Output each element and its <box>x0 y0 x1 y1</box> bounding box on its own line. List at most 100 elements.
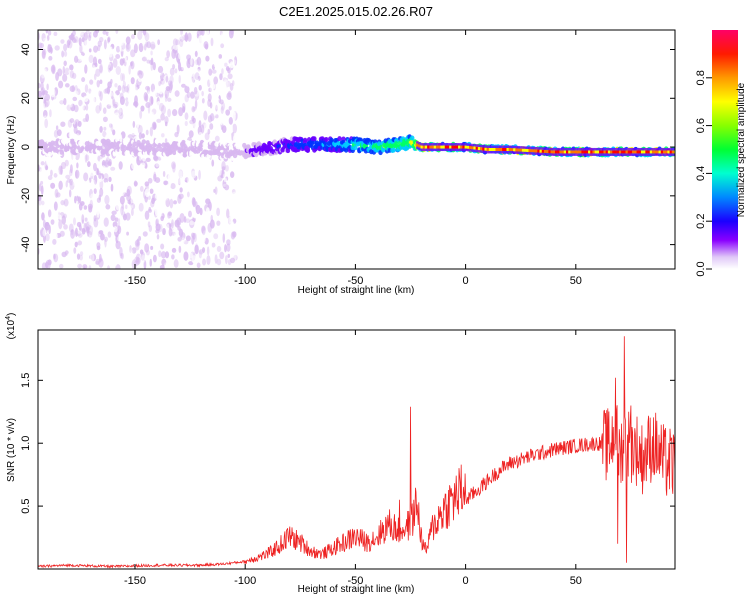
heatmap-noise-cell <box>300 99 304 105</box>
heatmap-noise-cell <box>389 101 394 106</box>
heatmap-noise-cell <box>152 89 157 99</box>
heatmap-noise-cell <box>44 99 50 107</box>
heatmap-ridge-halo-cell <box>546 153 549 156</box>
heatmap-noise-cell <box>326 162 330 169</box>
heatmap-ridge-cell <box>424 145 428 149</box>
heatmap-noise-cell <box>130 77 135 85</box>
heatmap-ridge-halo-cell <box>570 153 573 156</box>
heatmap-noise-cell <box>139 185 144 192</box>
heatmap-noise-cell <box>323 202 327 208</box>
heatmap-noise-cell <box>57 206 61 216</box>
colorbar: 0.0 0.2 0.4 0.6 0.8 Normalized spectral ampl… <box>695 30 747 277</box>
heatmap-noise-cell <box>96 205 102 212</box>
heatmap-cell <box>272 139 277 145</box>
heatmap-ridge-cell <box>621 150 624 154</box>
heatmap-noise-cell <box>69 207 74 214</box>
heatmap-noise-cell <box>384 156 388 163</box>
heatmap-noise-cell <box>261 117 264 125</box>
heatmap-ridge-cell <box>524 148 527 152</box>
heatmap-noise-cell <box>72 217 76 226</box>
heatmap-noise-cell <box>137 124 143 135</box>
heatmap-noise-cell <box>84 153 88 163</box>
heatmap-noise-cell <box>114 217 119 222</box>
heatmap-noise-cell <box>208 68 213 76</box>
heatmap-noise-cell <box>181 83 186 88</box>
heatmap-noise-cell <box>286 111 291 118</box>
heatmap-noise-cell <box>232 193 237 200</box>
heatmap-noise-cell <box>229 248 235 258</box>
y-multiplier: (x104) <box>5 313 17 340</box>
heatmap-noise-cell <box>40 185 44 196</box>
heatmap-ridge-halo-cell <box>526 146 529 149</box>
heatmap-noise-cell <box>60 39 65 44</box>
heatmap-noise-cell <box>118 40 124 46</box>
heatmap-noise-cell <box>267 115 270 123</box>
heatmap-noise-cell <box>198 249 204 255</box>
heatmap-ridge-halo-cell <box>482 150 485 154</box>
heatmap-cell <box>341 136 346 142</box>
heatmap-ridge-halo-cell <box>654 153 657 156</box>
heatmap-ridge-cell <box>671 150 675 154</box>
heatmap-noise-cell <box>114 101 119 108</box>
heatmap-noise-cell <box>291 128 294 134</box>
heatmap-ridge-halo-cell <box>532 152 536 155</box>
heatmap-noise-cell <box>166 57 169 63</box>
colorbar-tick-label: 0.8 <box>695 70 707 85</box>
heatmap-noise-cell <box>106 104 112 109</box>
heatmap-noise-cell <box>314 103 319 109</box>
heatmap-noise-cell <box>120 206 124 215</box>
heatmap-ridge-halo-cell <box>499 151 503 154</box>
top-x-tick-label: 50 <box>570 275 582 287</box>
heatmap-ridge-halo-cell <box>574 147 578 151</box>
heatmap-noise-cell <box>194 50 198 58</box>
heatmap-noise-cell <box>134 103 138 108</box>
heatmap-noise-cell <box>372 175 377 180</box>
heatmap-ridge-cell <box>667 150 670 154</box>
heatmap-noise-cell <box>109 78 113 84</box>
heatmap-noise-cell <box>336 113 340 118</box>
heatmap-noise-cell <box>178 72 184 81</box>
heatmap-ridge-halo-cell <box>506 151 509 154</box>
heatmap-ridge-cell <box>484 147 487 151</box>
heatmap-noise-cell <box>139 110 143 119</box>
heatmap-noise-cell <box>78 30 84 36</box>
heatmap-noise-cell <box>389 205 392 211</box>
heatmap-ridge-cell <box>594 150 598 154</box>
heatmap-noise-cell <box>106 170 112 176</box>
heatmap-noise-cell <box>164 192 169 201</box>
heatmap-noise-cell <box>141 133 145 139</box>
heatmap-noise-cell <box>234 121 238 130</box>
heatmap-noise-cell <box>180 30 183 36</box>
heatmap-noise-cell <box>148 224 153 233</box>
heatmap-noise-cell <box>382 173 386 181</box>
heatmap-noise-cell <box>158 85 164 95</box>
heatmap-ridge-cell <box>477 147 481 151</box>
heatmap-noise-cell <box>45 125 49 131</box>
heatmap-noise-cell <box>151 197 156 205</box>
heatmap-noise-cell <box>131 34 135 40</box>
heatmap-ridge-halo-cell <box>629 153 633 156</box>
heatmap-ridge-cell <box>643 150 646 154</box>
heatmap-ridge-halo-cell <box>510 151 514 154</box>
heatmap-noise-cell <box>115 90 120 96</box>
heatmap-noise-cell <box>184 242 190 250</box>
heatmap-noise-cell <box>69 70 75 79</box>
heatmap-noise-cell <box>77 230 82 235</box>
heatmap-noise-cell <box>54 45 60 51</box>
heatmap-noise-cell <box>67 253 72 259</box>
heatmap-noise-cell <box>150 131 153 138</box>
heatmap-noise-cell <box>143 259 147 269</box>
heatmap-noise-cell <box>38 67 42 74</box>
heatmap-ridge-halo-cell <box>616 147 620 151</box>
heatmap-noise-cell <box>234 167 237 174</box>
heatmap-noise-cell <box>376 132 380 138</box>
heatmap-noise-cell <box>333 119 337 125</box>
heatmap-noise-cell <box>126 194 131 202</box>
heatmap-ridge-halo-cell <box>444 148 448 152</box>
heatmap-noise-cell <box>147 177 153 184</box>
heatmap-noise-cell <box>149 182 153 188</box>
heatmap-ridge-halo-cell <box>590 147 593 151</box>
heatmap-ridge-cell <box>610 150 613 154</box>
heatmap-noise-cell <box>310 111 313 119</box>
heatmap-noise-cell <box>210 170 215 176</box>
